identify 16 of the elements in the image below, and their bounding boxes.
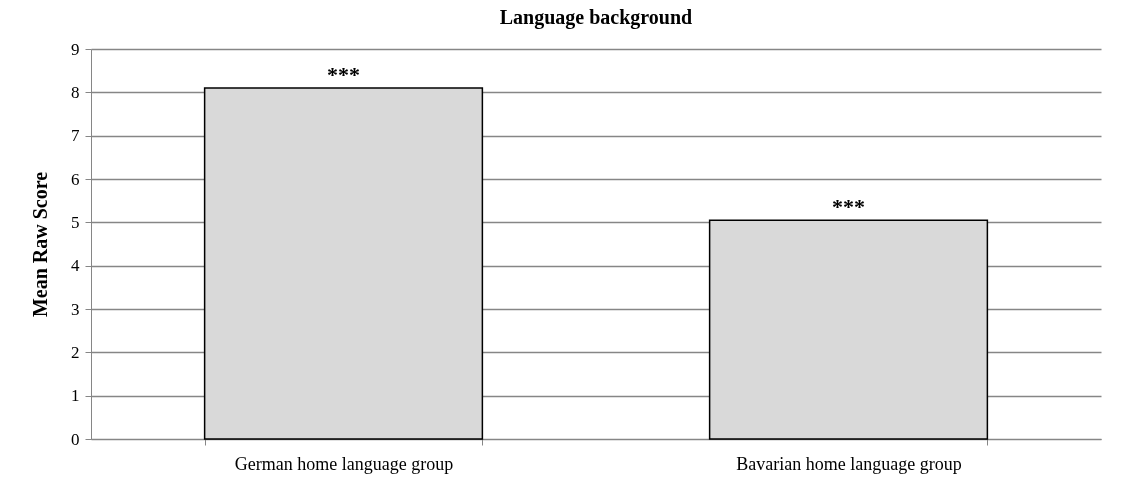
y-tick-label: 0 <box>71 429 80 449</box>
y-tick-label: 3 <box>71 299 80 319</box>
y-tick-label: 8 <box>71 82 80 102</box>
y-axis-title: Mean Raw Score <box>29 171 51 318</box>
y-tick-label: 1 <box>71 386 80 406</box>
y-tick-label: 4 <box>71 256 80 276</box>
annotation: *** <box>327 62 360 87</box>
y-tick-label: 9 <box>71 39 80 59</box>
x-tick-label: German home language group <box>234 453 454 474</box>
y-tick-label: 2 <box>71 342 80 362</box>
x-tick-label: Bavarian home language group <box>736 453 962 474</box>
y-tick-label: 7 <box>71 126 80 146</box>
chart-title: Language background <box>499 6 693 29</box>
annotation: *** <box>832 194 865 220</box>
y-tick-label: 6 <box>71 169 80 189</box>
y-tick-label: 5 <box>71 212 80 232</box>
